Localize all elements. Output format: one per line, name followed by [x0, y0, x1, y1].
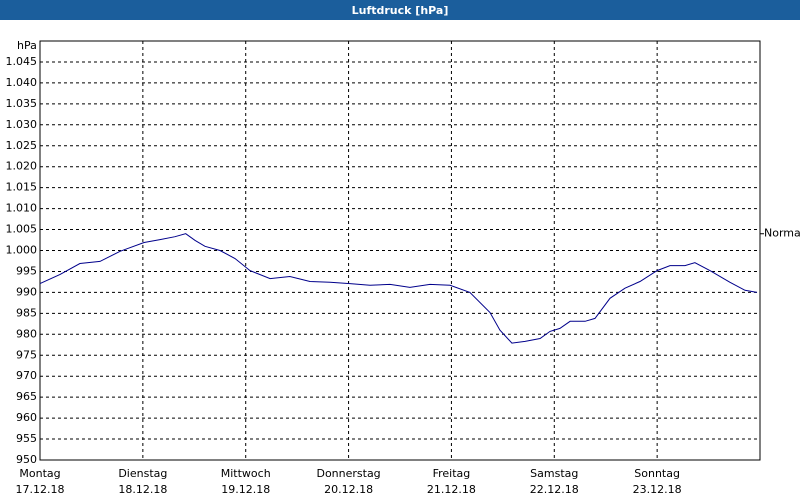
x-tick-label: Dienstag	[118, 467, 167, 480]
y-tick-label: 990	[16, 285, 37, 298]
x-tick-label: Montag	[19, 467, 60, 480]
x-tick-date: 18.12.18	[118, 483, 167, 496]
y-tick-label: 1.025	[6, 139, 38, 152]
annotation: Normal	[764, 227, 800, 240]
plot-border	[39, 40, 761, 461]
y-tick-label: 980	[16, 327, 37, 340]
y-tick-label: 1.005	[6, 223, 38, 236]
chart-title: Luftdruck [hPa]	[352, 4, 449, 17]
y-tick-label: 1.035	[6, 97, 38, 110]
y-tick-label: 1.020	[6, 160, 38, 173]
y-tick-label: 1.040	[6, 76, 38, 89]
y-tick-label: 1.000	[6, 244, 38, 257]
y-tick-label: 1.045	[6, 55, 38, 68]
pressure-line	[39, 233, 758, 344]
y-tick-label: 1.030	[6, 118, 38, 131]
y-tick-label: 1.010	[6, 202, 38, 215]
x-tick-date: 17.12.18	[16, 483, 65, 496]
x-tick-label: Mittwoch	[221, 467, 271, 480]
y-tick-label: 995	[16, 264, 37, 277]
x-tick-date: 21.12.18	[427, 483, 476, 496]
x-tick-date: 19.12.18	[221, 483, 270, 496]
x-tick-date: 23.12.18	[633, 483, 682, 496]
y-tick-label: 965	[16, 390, 37, 403]
y-axis-label: hPa	[17, 39, 37, 52]
y-tick-label: 955	[16, 432, 37, 445]
x-tick-label: Samstag	[530, 467, 578, 480]
x-tick-label: Freitag	[433, 467, 471, 480]
y-tick-label: 970	[16, 369, 37, 382]
y-tick-label: 975	[16, 348, 37, 361]
x-tick-label: Donnerstag	[316, 467, 380, 480]
x-tick-date: 22.12.18	[530, 483, 579, 496]
y-tick-label: 950	[16, 453, 37, 466]
x-tick-label: Sonntag	[634, 467, 680, 480]
y-tick-label: 985	[16, 306, 37, 319]
x-tick-date: 20.12.18	[324, 483, 373, 496]
y-tick-label: 1.015	[6, 181, 38, 194]
title-bar	[0, 0, 800, 20]
y-tick-label: 960	[16, 411, 37, 424]
